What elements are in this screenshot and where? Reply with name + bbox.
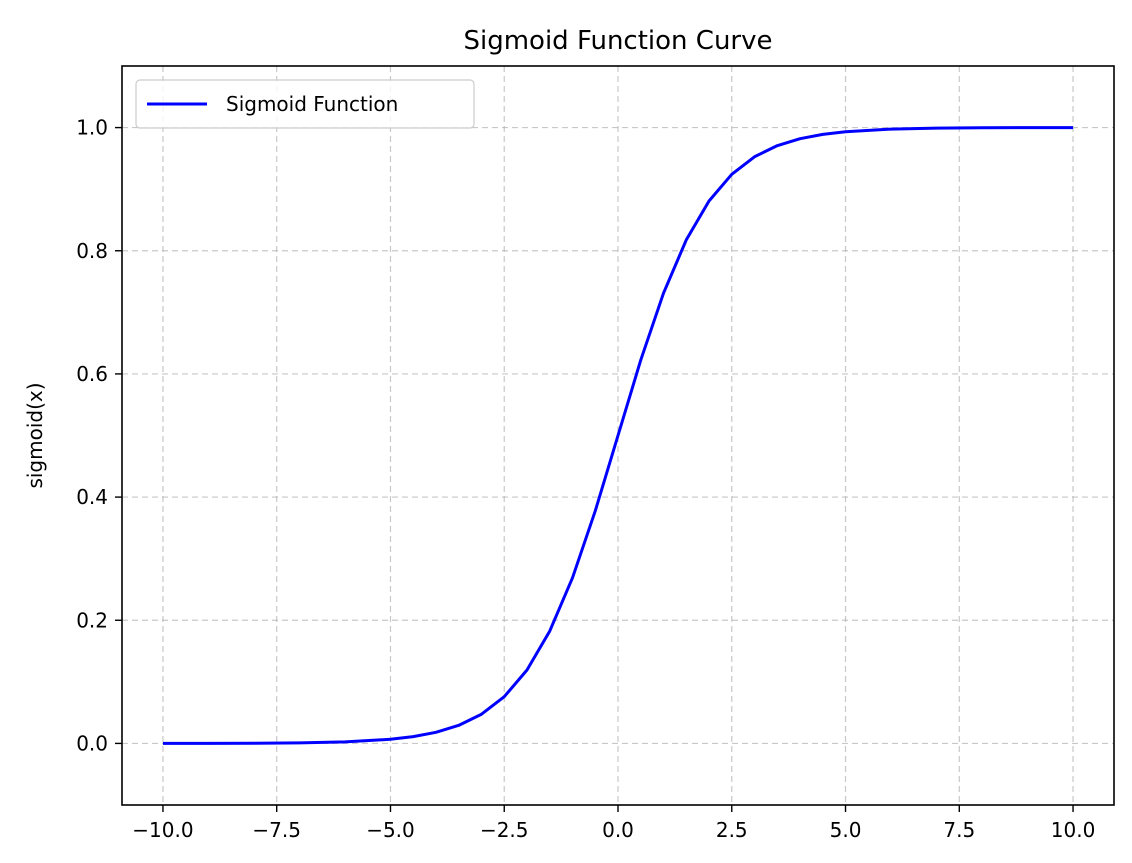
legend: Sigmoid Function xyxy=(135,79,475,129)
x-tick-label: 2.5 xyxy=(716,818,748,842)
y-axis-ticks: 0.0 0.2 0.4 0.6 0.8 1.0 xyxy=(76,116,122,755)
y-tick-label: 0.8 xyxy=(76,239,108,263)
x-tick-label: −7.5 xyxy=(252,818,301,842)
x-axis-ticks: −10.0 −7.5 −5.0 −2.5 0.0 2.5 5.0 7.5 10.0 xyxy=(132,805,1095,842)
x-tick-label: −2.5 xyxy=(480,818,529,842)
x-tick-label: −5.0 xyxy=(366,818,415,842)
y-tick-label: 0.2 xyxy=(76,608,108,632)
series-layer xyxy=(162,126,1074,745)
x-tick-label: −10.0 xyxy=(132,818,193,842)
y-tick-label: 0.6 xyxy=(76,362,108,386)
x-tick-label: 7.5 xyxy=(943,818,975,842)
y-tick-label: 0.0 xyxy=(76,731,108,755)
y-tick-label: 0.4 xyxy=(76,485,108,509)
legend-box xyxy=(135,79,475,129)
legend-label: Sigmoid Function xyxy=(226,92,398,116)
series-line xyxy=(162,126,1074,745)
chart-title: Sigmoid Function Curve xyxy=(463,26,772,56)
y-axis-label: sigmoid(x) xyxy=(23,382,47,488)
x-tick-label: 0.0 xyxy=(602,818,634,842)
x-tick-label: 5.0 xyxy=(830,818,862,842)
x-tick-label: 10.0 xyxy=(1051,818,1096,842)
y-tick-label: 1.0 xyxy=(76,116,108,140)
